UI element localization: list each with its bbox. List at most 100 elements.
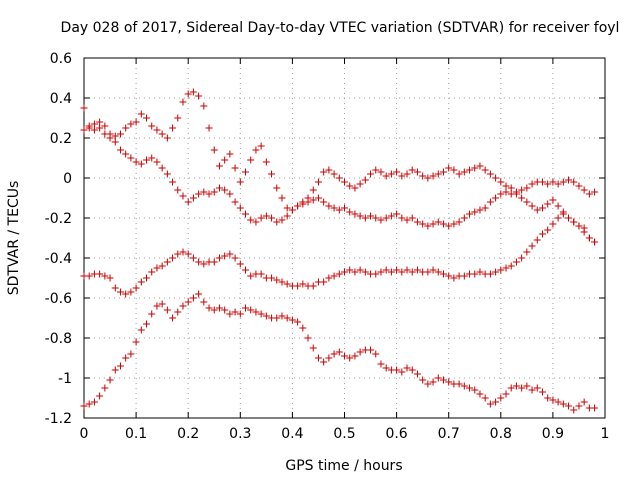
data-point <box>231 198 239 206</box>
data-point <box>518 186 526 194</box>
y-tick-label: -0.8 <box>45 331 72 347</box>
data-point <box>116 288 124 296</box>
data-point <box>158 164 166 172</box>
data-point <box>382 364 390 372</box>
data-point <box>247 156 255 164</box>
data-point <box>278 278 286 286</box>
data-point <box>283 314 291 322</box>
data-point <box>195 258 203 266</box>
data-point <box>236 310 244 318</box>
data-point <box>497 178 505 186</box>
data-point <box>554 180 562 188</box>
data-point <box>398 268 406 276</box>
data-point <box>575 222 583 230</box>
data-point <box>90 120 98 128</box>
data-point <box>169 124 177 132</box>
data-point <box>148 122 156 130</box>
data-point <box>476 268 484 276</box>
data-point <box>523 248 531 256</box>
data-point <box>137 110 145 118</box>
data-point <box>210 306 218 314</box>
y-tick-label: -1 <box>58 371 72 387</box>
data-point <box>122 150 130 158</box>
data-point <box>492 194 500 202</box>
data-point <box>335 348 343 356</box>
data-point <box>189 294 197 302</box>
data-point <box>195 290 203 298</box>
data-point <box>335 174 343 182</box>
data-point <box>367 346 375 354</box>
data-point <box>221 156 229 164</box>
data-point <box>570 218 578 226</box>
data-point <box>559 210 567 218</box>
data-point <box>419 220 427 228</box>
data-point <box>273 184 281 192</box>
data-point <box>242 266 250 274</box>
x-tick-label: 0.9 <box>542 426 564 442</box>
data-point <box>299 324 307 332</box>
data-point <box>226 310 234 318</box>
data-point <box>471 208 479 216</box>
data-point <box>408 214 416 222</box>
data-point <box>101 272 109 280</box>
data-point <box>356 212 364 220</box>
data-point <box>122 290 130 298</box>
data-point <box>262 158 270 166</box>
data-point <box>247 216 255 224</box>
data-point <box>372 166 380 174</box>
data-point <box>200 188 208 196</box>
data-point <box>236 178 244 186</box>
data-point <box>226 250 234 258</box>
data-point <box>174 250 182 258</box>
data-point <box>580 398 588 406</box>
y-tick-label: -0.2 <box>45 211 72 227</box>
data-point <box>346 354 354 362</box>
data-point <box>351 210 359 218</box>
data-point <box>523 184 531 192</box>
data-point <box>153 264 161 272</box>
data-point <box>544 394 552 402</box>
data-point <box>429 172 437 180</box>
data-point <box>591 404 599 412</box>
y-axis-label: SDTVAR / TECUs <box>6 181 22 296</box>
data-point <box>137 326 145 334</box>
data-point <box>403 216 411 224</box>
data-point <box>85 272 93 280</box>
data-point <box>304 198 312 206</box>
data-point <box>268 170 276 178</box>
data-point <box>158 300 166 308</box>
data-point <box>200 102 208 110</box>
data-point <box>184 298 192 306</box>
data-point <box>445 378 453 386</box>
chart-title: Day 028 of 2017, Sidereal Day-to-day VTE… <box>61 20 620 36</box>
data-point <box>382 266 390 274</box>
data-point <box>492 174 500 182</box>
data-point <box>184 198 192 206</box>
x-tick-label: 0.2 <box>177 426 199 442</box>
data-point <box>398 172 406 180</box>
data-point <box>90 398 98 406</box>
data-point <box>143 114 151 122</box>
data-point <box>200 260 208 268</box>
data-point <box>554 202 562 210</box>
data-point <box>419 172 427 180</box>
data-point <box>205 190 213 198</box>
data-point <box>252 146 260 154</box>
data-point <box>101 384 109 392</box>
data-point <box>252 308 260 316</box>
data-point <box>96 118 104 126</box>
data-point <box>460 272 468 280</box>
data-point <box>127 350 135 358</box>
series-c <box>80 210 599 298</box>
x-tick-label: 0.5 <box>333 426 355 442</box>
data-point <box>262 212 270 220</box>
data-point <box>356 180 364 188</box>
data-point <box>257 270 265 278</box>
data-point <box>445 222 453 230</box>
data-point <box>466 210 474 218</box>
data-point <box>148 310 156 318</box>
data-point <box>429 220 437 228</box>
data-point <box>351 268 359 276</box>
data-point <box>538 178 546 186</box>
